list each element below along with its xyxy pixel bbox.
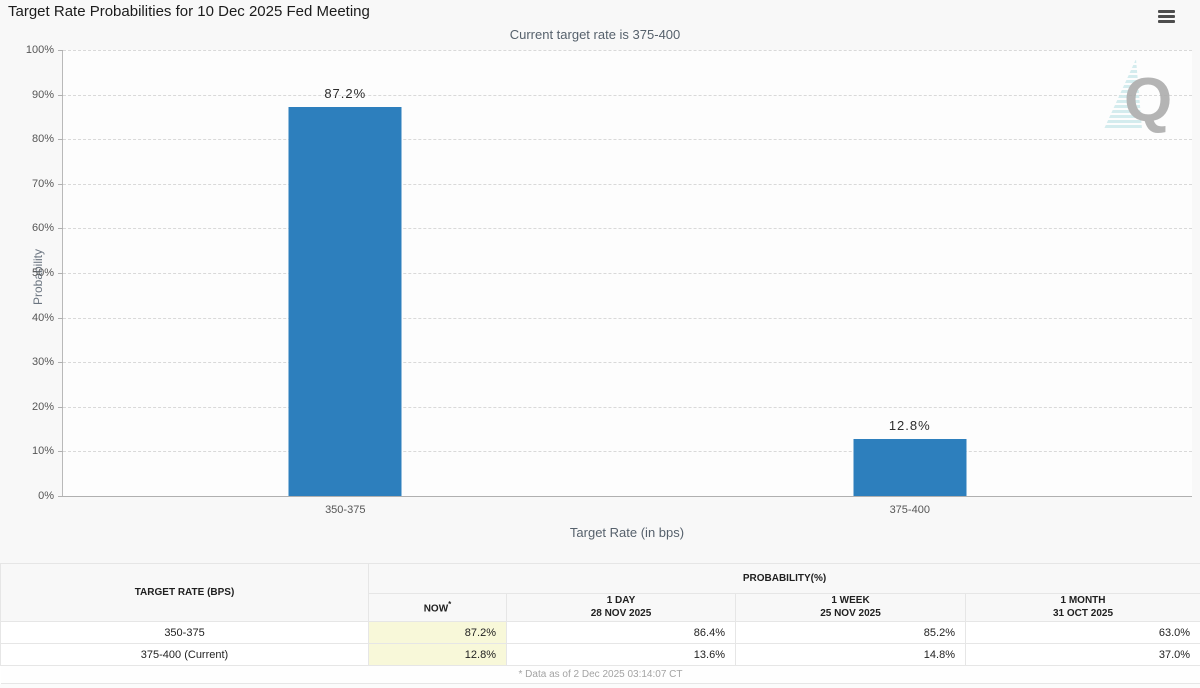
probability-table: TARGET RATE (BPS) PROBABILITY(%) NOW* 1 …	[0, 563, 1200, 684]
1week-value-cell: 85.2%	[735, 621, 966, 644]
x-axis-title: Target Rate (in bps)	[569, 525, 685, 540]
1week-value-cell: 14.8%	[735, 643, 966, 666]
plot-area: 0% 10% 20% 30% 40% 50% 60% 70% 80% 90% 100% 87.2% 35…	[26, 44, 1192, 516]
footnote-asterisk: *	[448, 599, 452, 609]
y-tick-mark	[58, 273, 63, 274]
bar-375-400[interactable]	[853, 438, 967, 496]
gridline	[63, 94, 1192, 96]
y-tick-label: 80%	[31, 133, 54, 146]
col-header-1week: 1 WEEK 25 NOV 2025	[735, 593, 966, 622]
x-category-label: 350-375	[325, 504, 366, 516]
y-tick-mark	[58, 228, 63, 230]
y-tick-label: 70%	[31, 177, 54, 190]
y-tick-label: 10%	[31, 445, 54, 458]
col-header-now: NOW*	[368, 593, 507, 622]
y-tick-label: 50%	[31, 267, 54, 279]
y-tick-mark	[58, 406, 63, 408]
y-tick-mark	[58, 496, 63, 497]
y-tick-mark	[58, 362, 63, 364]
col-header-1month-label: 1 MONTH	[1060, 595, 1106, 606]
y-tick-mark	[58, 94, 63, 96]
y-tick-mark	[58, 139, 63, 141]
1month-value-cell: 63.0%	[964, 621, 1200, 644]
rate-cell: 350-375	[0, 621, 369, 644]
now-value-cell: 12.8%	[368, 643, 507, 666]
gridline	[63, 362, 1192, 364]
page-title: Target Rate Probabilities for 10 Dec 202…	[8, 3, 370, 20]
col-header-1day: 1 DAY 28 NOV 2025	[506, 593, 736, 622]
col-header-1week-date: 25 NOV 2025	[820, 607, 881, 619]
bar-value-label: 12.8%	[888, 417, 931, 433]
bar-350-375[interactable]	[288, 107, 402, 496]
y-tick-label: 20%	[31, 400, 54, 413]
hamburger-icon	[1158, 19, 1175, 23]
gridline	[63, 273, 1192, 274]
col-header-probability-group: PROBABILITY(%)	[367, 563, 1200, 594]
col-header-1month: 1 MONTH 31 OCT 2025	[964, 593, 1200, 622]
gridline	[63, 406, 1192, 408]
y-tick-label: 90%	[31, 88, 54, 101]
footnote-row: * Data as of 2 Dec 2025 03:14:07 CT	[0, 665, 1200, 684]
1month-value-cell: 37.0%	[964, 643, 1200, 666]
gridline	[63, 139, 1192, 141]
gridline	[63, 50, 1192, 51]
y-tick-label: 60%	[31, 222, 54, 235]
y-tick-mark	[58, 317, 63, 319]
probability-table-section: TARGET RATE (BPS) PROBABILITY(%) NOW* 1 …	[0, 563, 1200, 684]
watermark-letter: Q	[1124, 66, 1172, 133]
x-category-label: 375-400	[889, 504, 930, 516]
1day-value-cell: 13.6%	[506, 643, 736, 666]
col-header-1day-date: 28 NOV 2025	[590, 607, 652, 619]
col-header-1day-label: 1 DAY	[606, 595, 636, 606]
1day-value-cell: 86.4%	[506, 621, 736, 644]
y-tick-label: 0%	[38, 490, 54, 502]
data-as-of-footnote: * Data as of 2 Dec 2025 03:14:07 CT	[0, 665, 1200, 684]
col-header-now-label: NOW	[423, 602, 449, 614]
quikstrike-watermark-icon: Q	[1104, 59, 1172, 133]
gridline	[63, 317, 1192, 319]
gridline	[63, 451, 1192, 453]
y-tick-mark	[58, 183, 63, 185]
chart-panel: Target Rate Probabilities for 10 Dec 202…	[8, 3, 1192, 540]
col-header-target-rate: TARGET RATE (BPS)	[0, 563, 369, 622]
menu-button[interactable]	[1158, 7, 1180, 25]
table-row: 375-400 (Current) 12.8% 13.6% 14.8% 37.0…	[0, 643, 1200, 666]
hamburger-icon	[1158, 9, 1175, 13]
col-header-1week-label: 1 WEEK	[831, 595, 870, 606]
y-tick-mark	[58, 50, 63, 51]
rate-cell: 375-400 (Current)	[0, 643, 369, 666]
gridline	[63, 228, 1192, 230]
gridline	[63, 183, 1192, 185]
y-tick-label: 100%	[25, 44, 54, 56]
now-value-cell: 87.2%	[368, 621, 507, 644]
y-tick-label: 40%	[31, 311, 54, 324]
table-row: 350-375 87.2% 86.4% 85.2% 63.0%	[0, 621, 1200, 644]
bar-value-label: 87.2%	[324, 86, 367, 102]
hamburger-icon	[1158, 14, 1175, 18]
y-tick-label: 30%	[31, 356, 54, 369]
chart-subtitle: Current target rate is 375-400	[509, 27, 681, 42]
y-tick-mark	[58, 451, 63, 453]
col-header-1month-date: 31 OCT 2025	[1052, 607, 1114, 619]
